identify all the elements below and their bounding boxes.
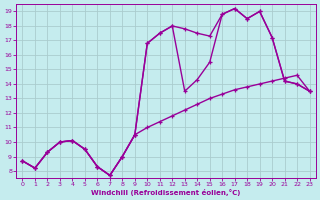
X-axis label: Windchill (Refroidissement éolien,°C): Windchill (Refroidissement éolien,°C) bbox=[91, 189, 241, 196]
